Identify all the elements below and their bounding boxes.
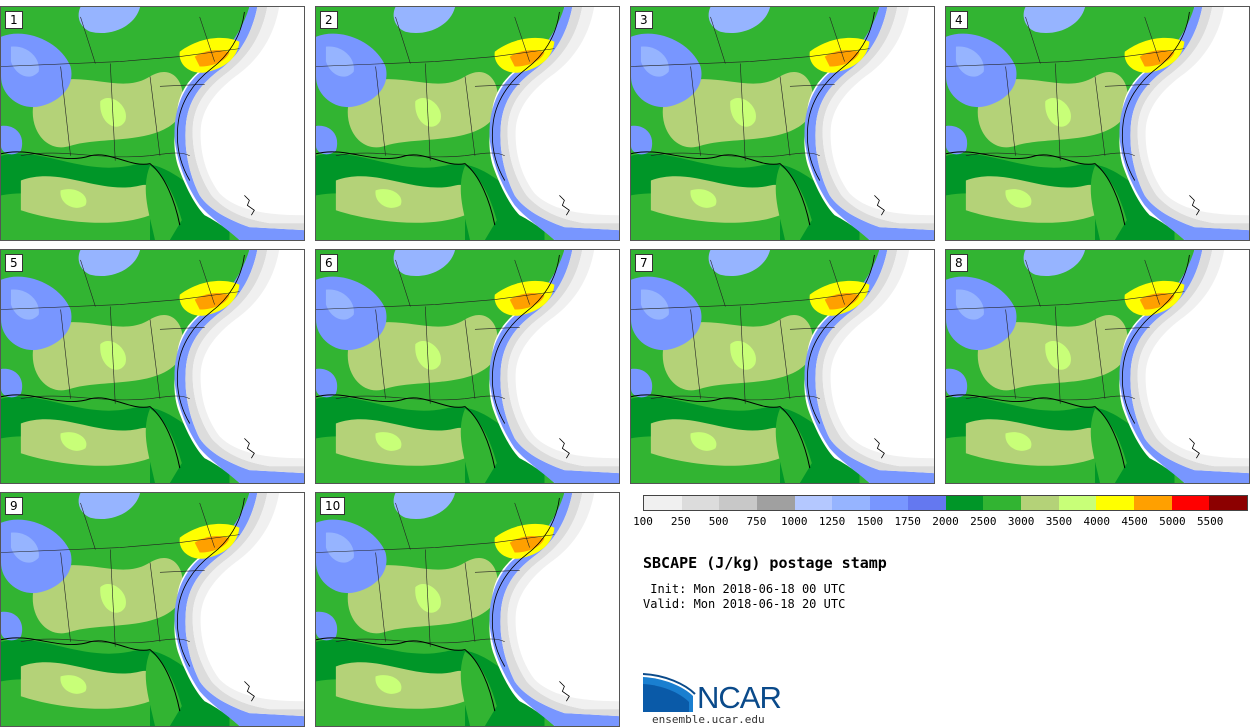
colorbar-swatch [907, 496, 946, 510]
stamp-number-label: 3 [635, 11, 653, 29]
colorbar-tick-label: 3500 [1045, 515, 1073, 528]
colorbar-tick-label: 500 [708, 515, 729, 528]
logo-text: NCAR [697, 680, 782, 715]
colorbar-swatch [757, 496, 795, 510]
postage-stamp-map: 9 [0, 492, 305, 727]
stamp-number-label: 5 [5, 254, 23, 272]
stamp-number-label: 6 [320, 254, 338, 272]
colorbar-tick-label: 4500 [1121, 515, 1148, 528]
colorbar-tick-label: 250 [670, 515, 691, 528]
postage-stamp-map: 8 [945, 249, 1250, 484]
colorbar-swatch [945, 496, 984, 510]
postage-stamp-map: 1 [0, 6, 305, 241]
colorbar-tick-label: 5500 [1196, 515, 1224, 528]
stamp-number-label: 1 [5, 11, 23, 29]
colorbar-labels: 100 250 500 750 1000 1250 1500 1750 2000 2500 3000… [633, 515, 1248, 529]
colorbar-tick-label: 5000 [1159, 515, 1186, 528]
plot-title: SBCAPE (J/kg) postage stamp [643, 554, 887, 572]
colorbar-swatch [1171, 496, 1210, 510]
stamp-number-label: 7 [635, 254, 653, 272]
valid-time: Valid: Mon 2018-06-18 20 UTC [643, 597, 846, 611]
postage-stamp-map: 2 [315, 6, 620, 241]
colorbar-swatch [870, 496, 908, 510]
colorbar [643, 495, 1248, 511]
stamp-number-label: 10 [320, 497, 346, 515]
ncar-logo-icon [643, 673, 696, 712]
postage-stamp-map: 6 [315, 249, 620, 484]
colorbar-tick-label: 1000 [781, 515, 808, 528]
colorbar-swatch [681, 496, 720, 510]
colorbar-swatch [1133, 496, 1172, 510]
colorbar-tick-label: 1500 [856, 515, 884, 528]
colorbar-swatch [983, 496, 1021, 510]
colorbar-tick-label: 100 [633, 515, 653, 528]
postage-stamp-map: 4 [945, 6, 1250, 241]
colorbar-swatch [1020, 496, 1059, 510]
postage-stamp-map: 3 [630, 6, 935, 241]
init-time: Init: Mon 2018-06-18 00 UTC [643, 582, 846, 596]
colorbar-swatch [832, 496, 871, 510]
colorbar-swatch [1096, 496, 1134, 510]
colorbar-tick-label: 750 [746, 515, 767, 528]
colorbar-tick-label: 1250 [818, 515, 846, 528]
postage-stamp-map: 5 [0, 249, 305, 484]
postage-stamp-map: 10 [315, 492, 620, 727]
stamp-number-label: 2 [320, 11, 338, 29]
colorbar-swatch [1209, 496, 1247, 510]
stamp-number-label: 4 [950, 11, 968, 29]
logo-url: ensemble.ucar.edu [652, 713, 765, 726]
stamp-number-label: 8 [950, 254, 968, 272]
colorbar-tick-label: 2500 [970, 515, 997, 528]
colorbar-swatch [794, 496, 833, 510]
stamp-number-label: 9 [5, 497, 23, 515]
colorbar-swatch [719, 496, 758, 510]
colorbar-tick-label: 4000 [1083, 515, 1111, 528]
colorbar-swatch [644, 496, 682, 510]
colorbar-swatch [1058, 496, 1097, 510]
postage-stamp-map: 7 [630, 249, 935, 484]
colorbar-tick-label: 1750 [894, 515, 921, 528]
colorbar-tick-label: 3000 [1007, 515, 1035, 528]
colorbar-tick-label: 2000 [932, 515, 959, 528]
